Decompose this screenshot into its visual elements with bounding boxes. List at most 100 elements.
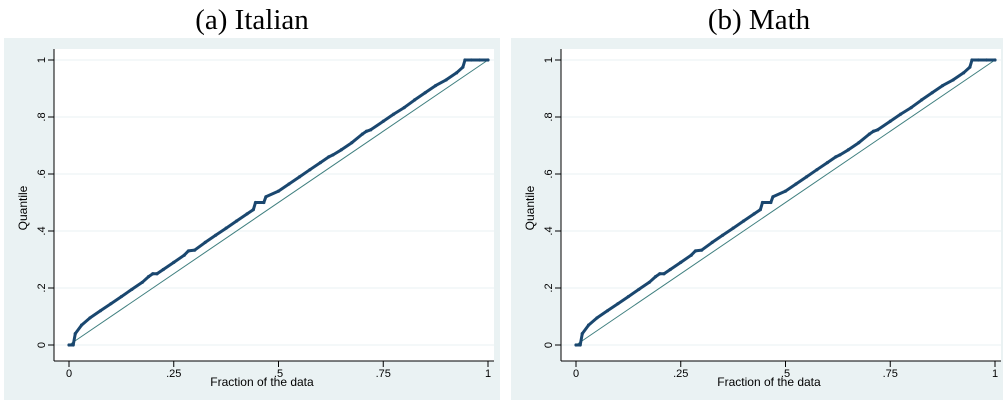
chart-panel-math: (b) Math 0 .2 .4 .6 .8 1 0 .25 .5 .75 1 Fraction o… [511,0,1003,400]
data-point [381,119,385,123]
x-tick-label: .5 [274,368,283,380]
data-point [758,208,762,212]
data-point [857,141,861,145]
data-point [846,148,850,152]
data-point [203,240,207,244]
data-point [838,153,842,157]
x-tick-label: 0 [66,368,72,380]
data-point [73,332,77,336]
data-point [605,309,610,313]
data-point [888,119,892,123]
data-point [172,260,176,264]
data-point [151,272,155,276]
data-point [423,91,427,95]
data-point [369,128,373,132]
data-point [392,112,396,116]
data-point [769,200,773,205]
data-point [752,212,756,216]
data-point [79,323,84,327]
data-point [130,287,134,292]
data-point [308,168,312,172]
data-point [193,248,197,252]
data-point [731,226,735,230]
y-tick-label: .8 [543,112,555,121]
data-point [586,323,591,327]
data-point [478,58,482,62]
data-point [264,195,268,199]
data-point [140,280,144,284]
x-tick-label: 1 [485,368,491,380]
data-point [909,105,913,110]
data-point [668,267,672,272]
y-tick-label: .4 [36,226,48,235]
chart-title: (b) Math [707,4,811,36]
data-point [235,219,239,223]
data-point [742,219,746,223]
data-point [721,233,725,237]
x-tick-label: .75 [883,368,898,380]
x-axis-title: Fraction of the data [210,375,314,389]
data-point [434,84,438,88]
data-point [88,316,92,320]
data-point [771,195,775,199]
data-point [658,272,662,276]
data-point [463,58,467,62]
quantile-curve [576,58,995,347]
reference-line [68,59,489,346]
data-point [985,58,989,62]
data-point [867,132,871,136]
data-point [67,343,71,347]
data-point [331,153,335,157]
data-point [327,155,331,159]
data-point [276,189,281,193]
x-tick-label: .5 [781,368,790,380]
data-point [251,208,255,212]
y-axis-title: Quantile [523,185,537,230]
data-point [182,253,186,257]
data-point [679,260,683,264]
data-point [930,91,934,95]
data-point [647,280,651,284]
data-point [961,71,966,75]
y-tick-label: .6 [36,169,48,178]
y-tick-label: 0 [36,342,48,348]
data-point [360,132,364,136]
data-point [214,233,218,237]
data-point [98,309,103,313]
data-point [147,275,151,279]
data-point [871,129,876,133]
data-point [941,84,945,88]
y-axis-title: Quantile [16,185,30,230]
data-point [580,332,584,336]
data-point [287,182,291,186]
data-point [760,200,765,205]
data-point [224,226,228,230]
x-tick-label: .25 [166,368,181,380]
x-tick-label: .25 [673,368,688,380]
data-point [297,175,302,179]
x-tick-label: 1 [992,368,998,380]
data-point [654,275,658,279]
data-point [339,148,343,152]
chart-svg-math: 0 .2 .4 .6 .8 1 0 .25 .5 .75 1 Fraction of the dat… [523,49,1001,389]
y-tick-label: .8 [36,112,48,121]
y-tick-label: .4 [543,226,555,235]
data-point [993,58,997,62]
data-point [783,189,788,193]
data-point [693,249,698,253]
data-point [689,253,693,257]
data-point [253,200,258,205]
data-point [662,272,666,276]
data-point [578,343,582,347]
x-axis-title: Fraction of the data [717,375,821,389]
data-point [794,182,798,186]
data-point [71,343,75,347]
data-point [469,58,473,62]
data-point [454,71,459,75]
data-point [364,129,369,133]
data-point [186,249,191,253]
y-tick-label: 1 [36,57,48,63]
data-point [119,294,123,299]
data-point [951,78,955,82]
data-point [413,98,417,102]
